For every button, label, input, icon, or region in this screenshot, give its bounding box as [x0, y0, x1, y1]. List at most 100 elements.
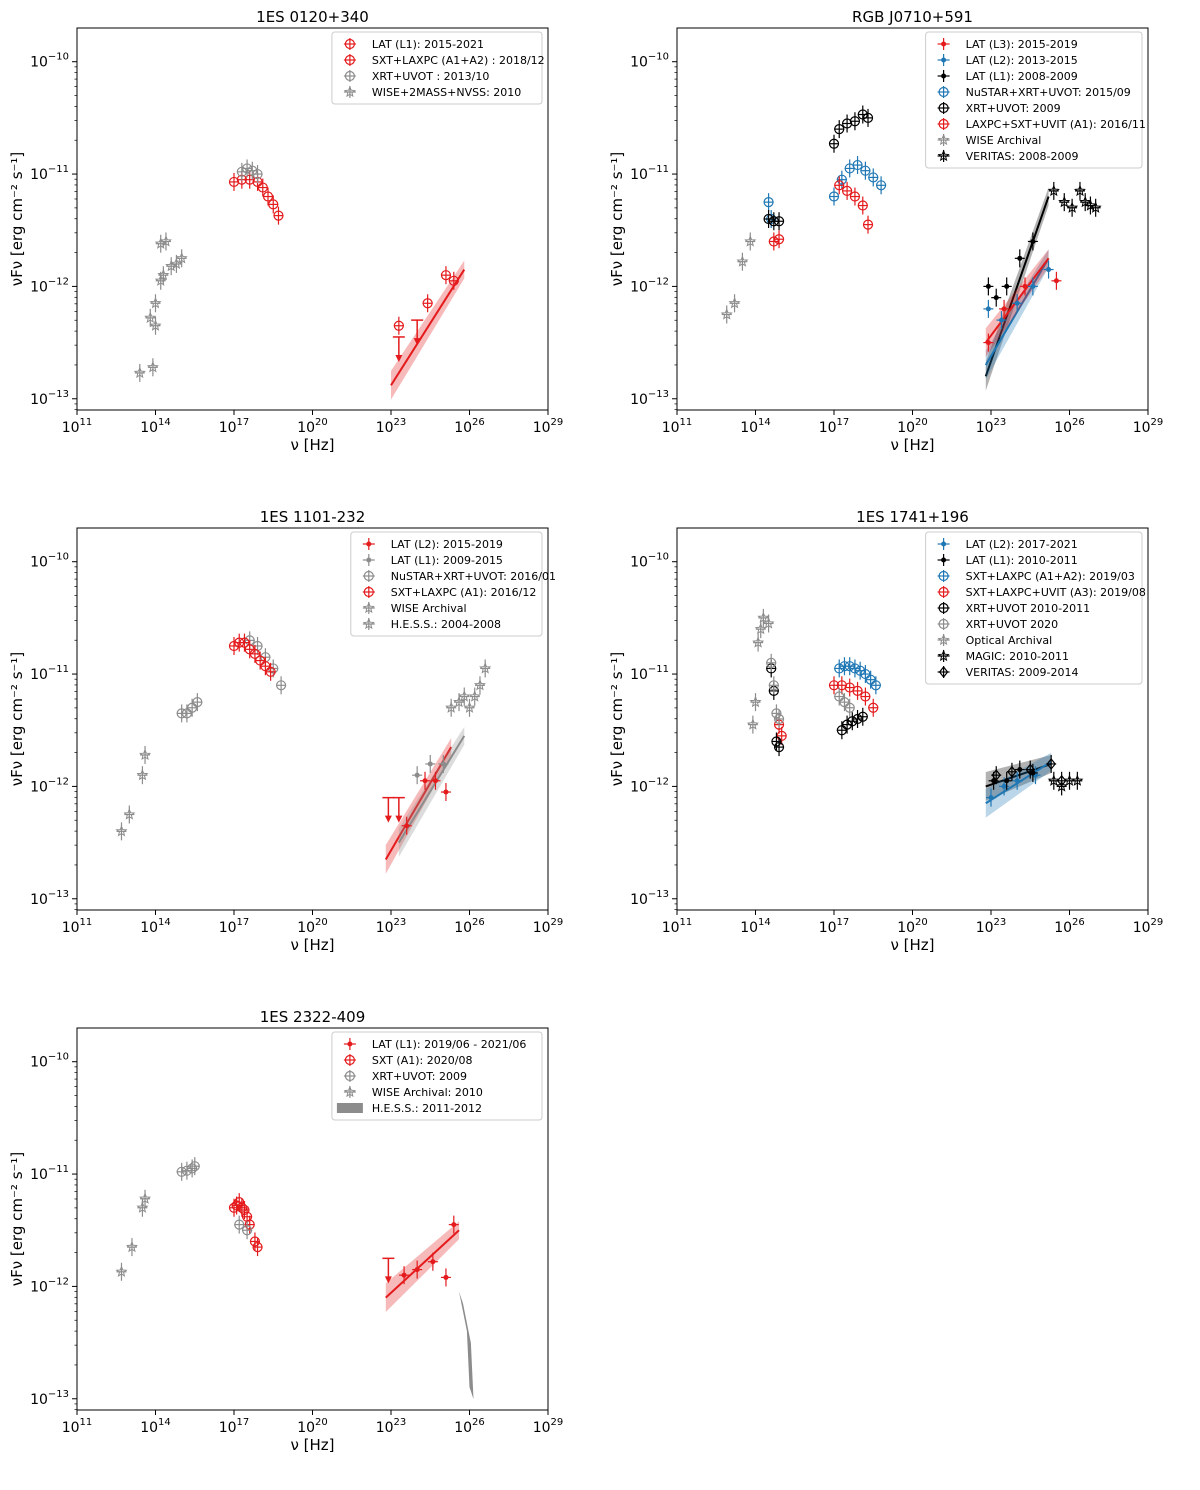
data-point	[257, 182, 268, 193]
data-point	[834, 663, 845, 674]
data-point	[125, 1240, 138, 1253]
legend-box	[350, 531, 543, 637]
data-point	[776, 730, 787, 741]
legend-label: LAT (L2): 2017-2021	[966, 538, 1078, 551]
series-6	[746, 608, 775, 734]
x-tick-label: 1026	[1054, 417, 1085, 436]
series-3	[133, 232, 188, 382]
legend-label: LAT (L1): 2008-2009	[966, 70, 1078, 83]
legend-marker	[938, 666, 949, 678]
data-point	[468, 690, 481, 702]
legend-marker	[344, 70, 355, 82]
data-point	[1084, 199, 1097, 211]
y-tick-label: 10−10	[30, 52, 69, 71]
data-point	[991, 778, 997, 784]
x-axis-label: ν [Hz]	[890, 936, 934, 954]
legend-label: XRT+UVOT : 2013/10	[372, 70, 489, 83]
series-2	[176, 1157, 253, 1240]
data-point	[849, 663, 861, 674]
data-point	[414, 772, 420, 778]
data-point	[228, 176, 240, 188]
data-point	[841, 185, 853, 197]
data-point	[720, 308, 733, 320]
series-5	[766, 653, 855, 728]
data-point	[1030, 283, 1036, 289]
data-point	[249, 1236, 261, 1247]
series-4	[766, 659, 868, 757]
legend-marker	[344, 1054, 355, 1066]
data-point	[857, 109, 868, 120]
series-8	[991, 754, 1067, 790]
x-tick-label: 1017	[819, 417, 850, 436]
x-tick-label: 1020	[297, 917, 328, 936]
series-5	[768, 176, 874, 251]
chart-svg: 1ES 2322-409 1011 1014 1017 1020 1023 1026 1029…	[8, 1008, 564, 1454]
data-point	[762, 617, 775, 629]
y-tick-label: 10−12	[30, 276, 69, 295]
legend-label: SXT (A1): 2020/08	[372, 1054, 473, 1067]
data-point	[136, 768, 149, 781]
legend-label: SXT+LAXPC+UVIT (A3): 2019/08	[966, 586, 1146, 599]
data-point	[1056, 774, 1067, 787]
series-0	[986, 766, 1041, 807]
data-point	[844, 702, 855, 713]
legend-marker	[938, 602, 949, 614]
fit-band	[398, 726, 465, 857]
series-0	[392, 266, 459, 362]
legend-label: LAXPC+SXT+UVIT (A1): 2016/11	[966, 118, 1146, 131]
data-point	[157, 268, 170, 281]
y-tick-label: 10−13	[30, 889, 69, 908]
series-4	[115, 745, 152, 841]
data-point	[1030, 770, 1036, 776]
x-tick-label: 1029	[533, 917, 564, 936]
legend-label: NuSTAR+XRT+UVOT: 2015/09	[966, 86, 1131, 99]
y-tick-label: 10−12	[30, 776, 69, 795]
data-point	[834, 124, 845, 135]
x-tick-label: 1023	[376, 917, 407, 936]
y-tick-label: 10−10	[30, 552, 69, 571]
y-tick-label: 10−12	[630, 776, 669, 795]
data-point	[768, 236, 779, 247]
data-point	[427, 761, 433, 767]
series-2	[176, 631, 287, 723]
legend-label: SXT+LAXPC (A1+A2) : 2018/12	[372, 54, 545, 67]
y-tick-label: 10−10	[630, 52, 669, 71]
y-axis-label: νFν [erg cm⁻² s⁻¹]	[8, 152, 26, 287]
data-point	[1058, 195, 1071, 208]
data-point	[440, 270, 452, 281]
data-point	[443, 1274, 449, 1280]
data-point	[1089, 201, 1102, 213]
data-point	[757, 611, 770, 623]
data-point	[139, 1192, 152, 1204]
plot-area	[133, 159, 466, 400]
data-point	[1017, 255, 1023, 261]
data-point	[985, 340, 991, 346]
fit-line	[385, 1229, 460, 1299]
data-point	[771, 708, 782, 719]
legend-marker	[347, 1041, 353, 1047]
data-point	[828, 138, 840, 149]
data-point	[768, 680, 779, 691]
data-point	[1066, 201, 1079, 213]
data-point	[773, 234, 785, 245]
series-4	[459, 1291, 474, 1400]
upper-limit-arrow	[384, 1276, 392, 1284]
legend-label: H.E.S.S.: 2011-2012	[372, 1102, 482, 1115]
data-point	[834, 180, 845, 191]
plot-area	[720, 105, 1102, 391]
data-point	[244, 174, 255, 185]
data-point	[1079, 195, 1092, 208]
data-point	[239, 637, 250, 648]
data-point	[991, 769, 1002, 782]
upper-limit-arrow	[384, 815, 392, 823]
data-point	[432, 778, 438, 784]
y-axis-label: νFν [erg cm⁻² s⁻¹]	[8, 652, 26, 787]
legend-marker	[938, 586, 949, 598]
data-point	[868, 172, 879, 183]
x-tick-label: 1029	[533, 1417, 564, 1436]
data-point	[115, 825, 128, 837]
plot-area	[746, 608, 1084, 818]
data-point	[1001, 783, 1007, 789]
data-point	[849, 191, 861, 202]
data-point	[149, 296, 162, 309]
